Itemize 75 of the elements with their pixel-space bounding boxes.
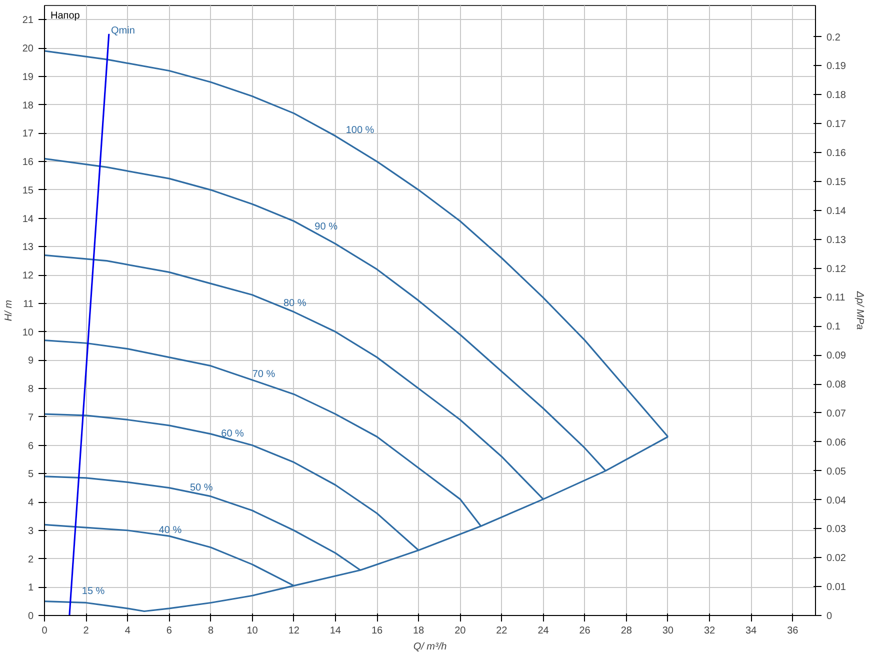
y-tick-label: 10: [22, 327, 34, 338]
y-tick-label: 5: [28, 469, 34, 480]
y2-tick-label: 0.07: [826, 408, 846, 420]
y-tick-label: 14: [22, 214, 34, 225]
y-tick-label: 8: [28, 384, 34, 396]
y2-tick-label: 0.05: [826, 466, 846, 478]
y2-tick-label: 0.01: [826, 582, 846, 594]
annotation: Qmin: [111, 26, 135, 37]
x-tick-label: 26: [579, 626, 591, 636]
y-tick-label: 17: [22, 128, 34, 140]
y2-tick-label: 0.02: [826, 553, 846, 564]
x-tick-label: 8: [208, 626, 214, 636]
y2-tick-label: 0.04: [826, 495, 846, 506]
annotation: 90 %: [314, 221, 338, 232]
x-tick-label: 32: [704, 626, 716, 636]
y-tick-label: 0: [28, 611, 34, 622]
x-tick-label: 30: [662, 626, 674, 636]
y-axis-title: H/ m: [3, 300, 14, 322]
annotation: 100 %: [346, 125, 374, 136]
y-tick-label: 4: [28, 498, 34, 509]
y2-tick-label: 0.16: [826, 148, 846, 159]
x-tick-label: 0: [42, 626, 48, 636]
x-tick-label: 28: [620, 626, 632, 636]
y-tick-label: 11: [23, 298, 34, 310]
y-tick-label: 9: [28, 356, 34, 367]
y2-tick-label: 0.06: [826, 437, 846, 448]
x-axis-title: Q/ m³/h: [413, 642, 448, 652]
y2-tick-label: 0.17: [826, 119, 846, 130]
y-tick-label: 1: [28, 582, 34, 594]
y-tick-label: 20: [22, 44, 34, 55]
y-tick-label: 2: [28, 554, 34, 566]
x-tick-label: 36: [787, 626, 799, 636]
y2-tick-label: 0.15: [826, 176, 846, 188]
annotation: 40 %: [158, 525, 182, 536]
y-tick-label: 7: [28, 412, 34, 424]
text: Напор: [50, 10, 80, 22]
y2-tick-label: 0.1: [826, 322, 841, 333]
annotation: 15 %: [82, 586, 105, 598]
y-tick-label: 19: [22, 72, 34, 83]
y-tick-label: 13: [22, 242, 34, 254]
x-tick-label: 16: [371, 626, 384, 636]
y-tick-label: 3: [28, 526, 34, 537]
y-tick-label: 15: [22, 185, 34, 196]
x-tick-label: 34: [746, 626, 758, 636]
y-tick-label: 18: [22, 100, 34, 112]
y2-tick-label: 0.03: [826, 524, 846, 536]
annotation: 80 %: [283, 298, 306, 310]
y2-tick-label: 0.14: [826, 206, 846, 217]
x-tick-label: 2: [83, 626, 90, 636]
y2-tick-label: 0.08: [826, 380, 846, 390]
y2-tick-label: 0.19: [826, 61, 846, 72]
y-tick-label: 6: [28, 440, 34, 452]
y2-tick-label: 0.18: [826, 90, 846, 102]
y2-tick-label: 0.11: [826, 292, 846, 304]
y2-tick-label: 0.09: [826, 350, 846, 362]
x-tick-label: 24: [538, 626, 550, 636]
y2-axis-title: Δp/ MPa: [854, 290, 865, 330]
x-tick-label: 18: [413, 626, 425, 636]
y-tick-label: 12: [22, 270, 34, 282]
y2-tick-label: 0.12: [826, 264, 846, 275]
x-tick-label: 10: [246, 626, 258, 636]
x-tick-label: 12: [288, 626, 300, 636]
annotation: 60 %: [221, 428, 244, 440]
x-tick-label: 14: [330, 626, 342, 636]
y2-tick-label: 0.2: [826, 32, 841, 44]
x-tick-label: 6: [166, 626, 172, 636]
x-tick-label: 4: [124, 626, 131, 636]
y2-tick-label: 0.13: [826, 234, 846, 246]
y-tick-label: 16: [22, 157, 34, 168]
x-tick-label: 20: [454, 626, 466, 636]
annotation: 50 %: [190, 482, 213, 494]
y2-tick-label: 0: [826, 611, 832, 622]
y-tick-label: 21: [22, 15, 34, 26]
annotation: 70 %: [252, 369, 276, 380]
x-tick-label: 22: [496, 626, 508, 636]
